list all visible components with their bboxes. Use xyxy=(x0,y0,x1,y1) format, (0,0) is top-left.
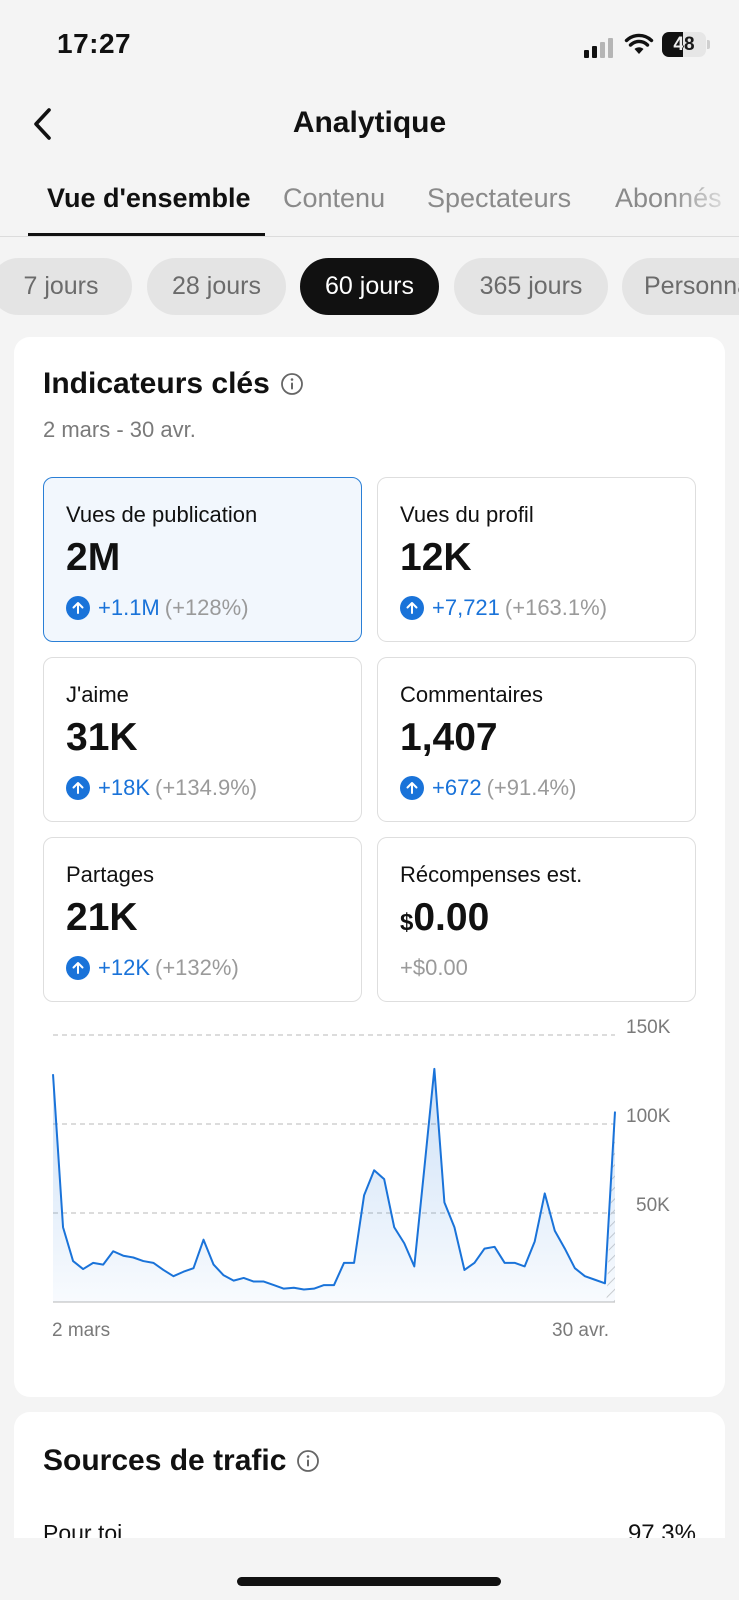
arrow-up-icon xyxy=(400,776,424,800)
range-7-days[interactable]: 7 jours xyxy=(0,258,132,315)
traffic-sources-title: Sources de trafic xyxy=(43,1444,287,1477)
metric-delta: +18K (+134.9%) xyxy=(66,775,257,801)
battery-icon: 48 xyxy=(662,32,706,57)
delta-percent: (+128%) xyxy=(164,595,249,620)
y-tick-50k: 50K xyxy=(636,1195,670,1216)
metric-delta: +$0.00 xyxy=(400,955,468,981)
arrow-up-icon xyxy=(400,596,424,620)
home-indicator[interactable] xyxy=(237,1577,501,1586)
metric-delta: +7,721 (+163.1%) xyxy=(400,595,607,621)
views-series-line[interactable] xyxy=(52,1067,616,1291)
x-tick-start: 2 mars xyxy=(52,1320,111,1341)
metric-label: Vues de publication xyxy=(66,502,258,527)
metric-label: Récompenses est. xyxy=(400,862,583,887)
delta-percent: (+134.9%) xyxy=(155,775,258,800)
delta-value: +$0.00 xyxy=(400,955,468,980)
metric-likes[interactable]: J'aime 31K +18K (+134.9%) xyxy=(43,657,362,822)
arrow-up-icon xyxy=(66,956,90,980)
metric-delta: +12K (+132%) xyxy=(66,955,239,981)
bottom-safe-area xyxy=(0,1538,739,1600)
range-365-days[interactable]: 365 jours xyxy=(454,258,608,315)
traffic-sources-heading: Sources de trafic xyxy=(43,1444,320,1478)
metric-value: 1,407 xyxy=(400,716,498,759)
currency-symbol: $ xyxy=(400,909,414,936)
metric-profile-views[interactable]: Vues du profil 12K +7,721 (+163.1%) xyxy=(377,477,696,642)
arrow-up-icon xyxy=(66,596,90,620)
metric-delta: +1.1M (+128%) xyxy=(66,595,249,621)
metric-value: 0.00 xyxy=(413,896,490,939)
tab-bar: Vue d'ensemble Contenu Spectateurs Abonn… xyxy=(0,175,739,237)
info-icon[interactable] xyxy=(296,1449,320,1473)
nav-header: Analytique xyxy=(0,90,739,160)
metric-est-rewards[interactable]: Récompenses est. $0.00 +$0.00 xyxy=(377,837,696,1002)
metric-value-wrap: $0.00 xyxy=(400,896,489,940)
info-icon[interactable] xyxy=(280,372,304,396)
metric-value: 2M xyxy=(66,536,121,579)
tab-scroll-fade xyxy=(669,175,739,235)
delta-value: +1.1M xyxy=(98,595,160,620)
range-28-days[interactable]: 28 jours xyxy=(147,258,286,315)
active-tab-indicator xyxy=(28,233,265,236)
metric-label: Commentaires xyxy=(400,682,544,707)
views-chart: 2 mars 30 avr. 150K 100K 50K xyxy=(14,1007,725,1367)
status-bar: 17:27 48 xyxy=(0,0,739,90)
metric-post-views[interactable]: Vues de publication 2M +1.1M (+128%) xyxy=(43,477,362,642)
metric-comments[interactable]: Commentaires 1,407 +672 (+91.4%) xyxy=(377,657,696,822)
key-metrics-title: Indicateurs clés xyxy=(43,367,270,400)
range-chips: 7 jours 28 jours 60 jours 365 jours Pers… xyxy=(0,258,739,316)
x-tick-end: 30 avr. xyxy=(552,1320,610,1341)
y-tick-150k: 150K xyxy=(626,1017,671,1038)
battery-tip xyxy=(707,40,710,49)
delta-percent: (+163.1%) xyxy=(504,595,608,620)
metric-value: 31K xyxy=(66,716,138,759)
battery-level: 48 xyxy=(673,34,695,55)
range-custom[interactable]: Personnalisé xyxy=(622,258,739,315)
page-title: Analytique xyxy=(292,106,447,139)
delta-value: +12K xyxy=(98,955,150,980)
chevron-left-icon xyxy=(34,108,51,140)
metric-label: Vues du profil xyxy=(400,502,534,527)
delta-value: +7,721 xyxy=(432,595,500,620)
tab-content[interactable]: Contenu xyxy=(283,183,386,213)
wifi-icon xyxy=(624,33,654,54)
metric-value: 21K xyxy=(66,896,138,939)
date-range: 2 mars - 30 avr. xyxy=(43,417,196,442)
key-metrics-heading: Indicateurs clés xyxy=(43,367,304,401)
tab-viewers[interactable]: Spectateurs xyxy=(427,183,572,213)
delta-percent: (+91.4%) xyxy=(486,775,577,800)
tab-overview[interactable]: Vue d'ensemble xyxy=(47,183,251,213)
metric-delta: +672 (+91.4%) xyxy=(400,775,576,801)
cellular-signal-icon xyxy=(584,38,616,58)
back-button[interactable] xyxy=(22,104,62,144)
arrow-up-icon xyxy=(66,776,90,800)
delta-percent: (+132%) xyxy=(155,955,239,980)
range-60-days[interactable]: 60 jours xyxy=(300,258,439,315)
views-area-fill xyxy=(53,1068,615,1302)
metric-value: 12K xyxy=(400,536,472,579)
metric-shares[interactable]: Partages 21K +12K (+132%) xyxy=(43,837,362,1002)
delta-value: +18K xyxy=(98,775,150,800)
key-metrics-card: Indicateurs clés 2 mars - 30 avr. Vues d… xyxy=(14,337,725,1397)
y-tick-100k: 100K xyxy=(626,1106,671,1127)
metric-label: J'aime xyxy=(66,682,129,707)
metric-label: Partages xyxy=(66,862,155,887)
delta-value: +672 xyxy=(432,775,482,800)
views-area-chart xyxy=(52,1034,616,1303)
status-time: 17:27 xyxy=(57,28,132,59)
